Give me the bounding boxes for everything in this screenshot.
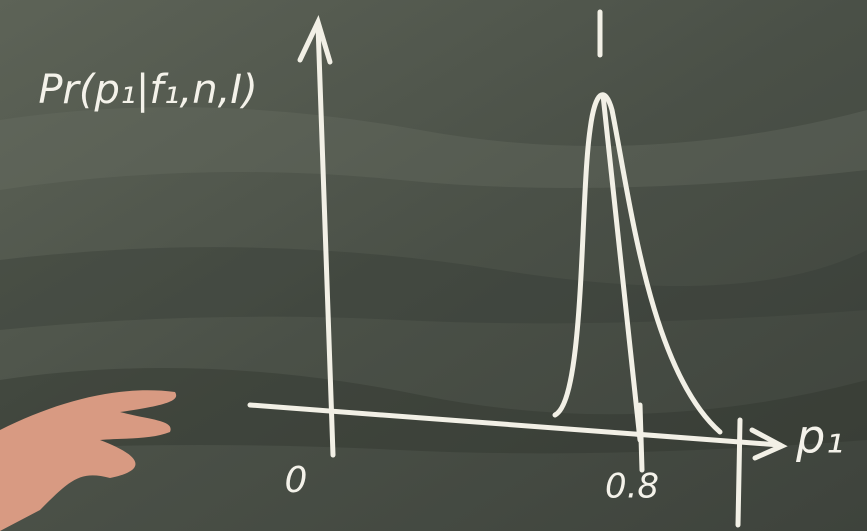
page: {"board": {"y_label": "Pr(p₁|f₁,n,I)", "… — [0, 0, 867, 531]
blackboard-photo: Pr(p₁|f₁,n,I) p₁ 0 0.8 1 — [0, 0, 867, 531]
mark-label: 0.8 — [605, 467, 659, 507]
y-axis-label: Pr(p₁|f₁,n,I) — [38, 67, 257, 113]
x-axis-label: p₁ — [795, 410, 844, 464]
x-tick-one — [738, 420, 740, 525]
origin-label: 0 — [285, 460, 308, 501]
